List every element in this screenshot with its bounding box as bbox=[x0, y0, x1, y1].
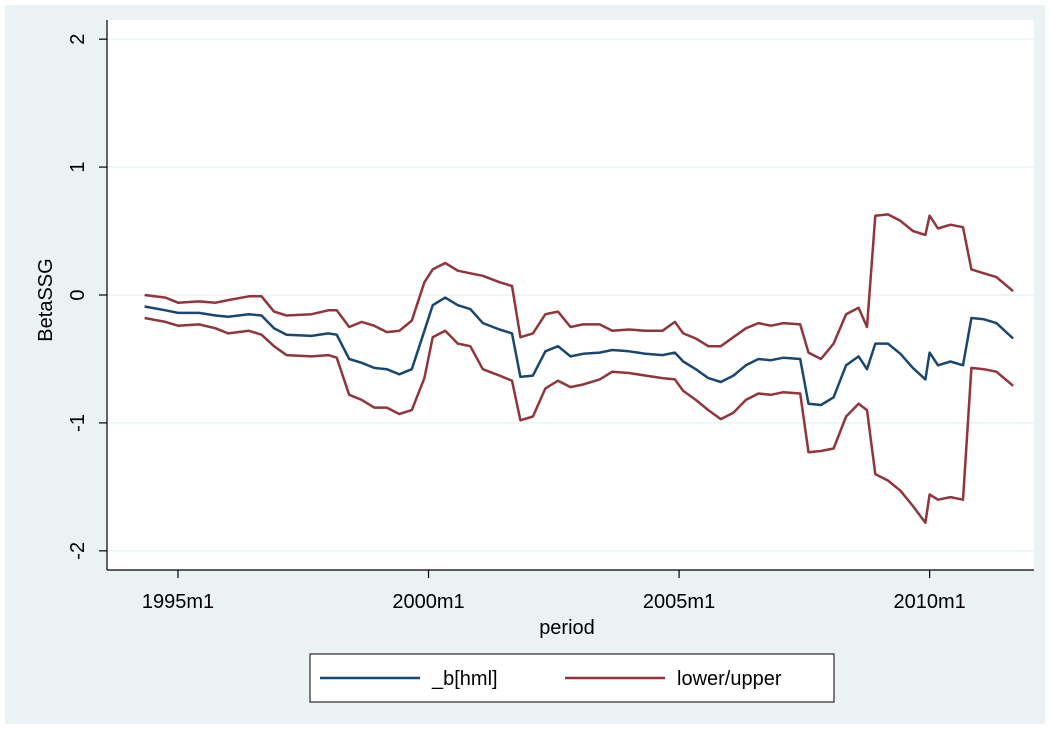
legend-label-hml: _b[hml] bbox=[431, 668, 498, 690]
y-tick-label: 2 bbox=[67, 34, 89, 45]
y-tick-label: 0 bbox=[67, 289, 89, 300]
x-tick-label: 2000m1 bbox=[392, 591, 464, 613]
series-line-hml bbox=[144, 296, 1014, 407]
legend-label-bounds: lower/upper bbox=[677, 668, 782, 690]
y-ticks: -2 -1 0 1 2 bbox=[67, 34, 107, 560]
x-ticks: 1995m1 2000m1 2005m1 2010m1 bbox=[142, 570, 966, 613]
gridlines bbox=[107, 38, 1034, 552]
y-tick-label: -2 bbox=[67, 542, 89, 560]
x-tick-label: 2010m1 bbox=[893, 591, 965, 613]
series-lines bbox=[144, 213, 1014, 524]
x-tick-label: 1995m1 bbox=[142, 591, 214, 613]
series-line-upper-bound bbox=[144, 213, 1014, 361]
x-axis-label: period bbox=[539, 617, 595, 639]
y-tick-label: -1 bbox=[67, 414, 89, 432]
series-line-lower-bound bbox=[144, 316, 1014, 524]
y-tick-label: 1 bbox=[67, 162, 89, 173]
y-axis-label: BetaSSG bbox=[35, 258, 57, 341]
legend: _b[hml] lower/upper bbox=[309, 653, 835, 703]
x-tick-label: 2005m1 bbox=[643, 591, 715, 613]
